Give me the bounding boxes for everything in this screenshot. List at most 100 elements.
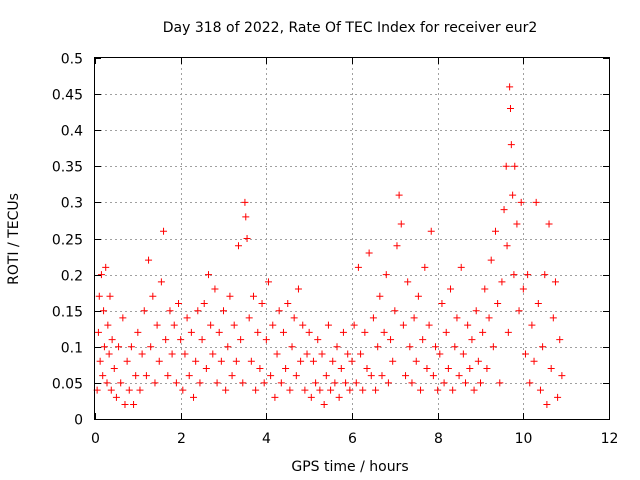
data-point: [107, 386, 115, 394]
data-point: [491, 227, 499, 235]
data-point: [110, 364, 118, 372]
data-point: [438, 299, 446, 307]
data-point: [303, 350, 311, 358]
data-point: [142, 372, 150, 380]
data-point: [457, 263, 465, 271]
data-point: [412, 357, 420, 365]
data-point: [406, 343, 414, 351]
data-point: [125, 386, 133, 394]
data-point: [312, 379, 320, 387]
data-point: [211, 285, 219, 293]
data-point: [134, 328, 142, 336]
data-point: [378, 372, 386, 380]
data-point: [380, 328, 388, 336]
data-point: [192, 357, 200, 365]
data-point: [534, 299, 542, 307]
data-point: [205, 271, 213, 279]
data-point: [224, 343, 232, 351]
data-point: [200, 299, 208, 307]
data-point: [494, 299, 502, 307]
data-point: [365, 249, 373, 257]
data-point: [123, 357, 131, 365]
data-point: [247, 357, 255, 365]
data-point: [245, 314, 253, 322]
data-point: [213, 379, 221, 387]
data-point: [194, 307, 202, 315]
data-point: [481, 285, 489, 293]
y-tick-labels: 0 0.05 0.1 0.15 0.2 0.25 0.3 0.35 0.4 0.45 0.5: [52, 52, 83, 429]
data-point: [104, 321, 112, 329]
data-point: [273, 350, 281, 358]
data-point: [440, 379, 448, 387]
data-point: [517, 198, 525, 206]
data-point: [138, 350, 146, 358]
data-point: [166, 307, 174, 315]
data-point: [541, 271, 549, 279]
data-point: [423, 364, 431, 372]
data-point: [232, 357, 240, 365]
data-point: [498, 278, 506, 286]
data-point: [100, 307, 108, 315]
data-point: [117, 379, 125, 387]
data-point: [112, 393, 120, 401]
data-point: [384, 379, 392, 387]
data-point: [284, 299, 292, 307]
data-point: [175, 299, 183, 307]
data-point: [489, 343, 497, 351]
data-point: [260, 379, 268, 387]
data-point: [130, 401, 138, 409]
data-point: [237, 336, 245, 344]
data-point: [243, 235, 251, 242]
data-point: [249, 292, 257, 300]
data-point: [267, 372, 275, 380]
y-tick-label: 0: [74, 413, 83, 429]
data-point: [339, 328, 347, 336]
data-point: [241, 198, 249, 206]
y-tick-label: 0.05: [52, 377, 83, 393]
x-axis-label: GPS time / hours: [291, 459, 408, 475]
data-point: [549, 314, 557, 322]
x-tick-label: 0: [91, 431, 100, 447]
y-tick-label: 0.5: [61, 52, 83, 68]
y-tick-label: 0.4: [61, 124, 83, 140]
data-point: [361, 328, 369, 336]
data-point: [506, 105, 514, 113]
data-point: [277, 379, 285, 387]
data-point: [393, 242, 401, 250]
data-point: [509, 191, 517, 199]
data-point: [536, 386, 544, 394]
data-point: [376, 292, 384, 300]
data-point: [462, 379, 470, 387]
data-point: [100, 343, 108, 351]
data-point: [367, 372, 375, 380]
data-point: [515, 307, 523, 315]
data-point: [164, 372, 172, 380]
data-point: [404, 278, 412, 286]
data-point: [451, 343, 459, 351]
data-point: [228, 372, 236, 380]
y-tick-label: 0.2: [61, 269, 83, 285]
data-point: [414, 292, 422, 300]
x-tick-label: 2: [177, 431, 186, 447]
data-point: [556, 336, 564, 344]
x-tick-label: 10: [515, 431, 533, 447]
data-point: [519, 285, 527, 293]
data-point: [513, 220, 521, 228]
data-point: [320, 401, 328, 409]
data-point: [217, 357, 225, 365]
data-point: [190, 393, 198, 401]
data-point: [372, 386, 380, 394]
data-point: [318, 350, 326, 358]
data-point: [348, 357, 356, 365]
data-point: [136, 386, 144, 394]
data-point: [168, 350, 176, 358]
data-point: [239, 379, 247, 387]
data-point: [183, 314, 191, 322]
data-point: [402, 372, 410, 380]
data-point: [502, 162, 510, 170]
data-point: [532, 198, 540, 206]
data-point: [504, 328, 512, 336]
data-point: [539, 343, 547, 351]
data-point: [222, 386, 230, 394]
